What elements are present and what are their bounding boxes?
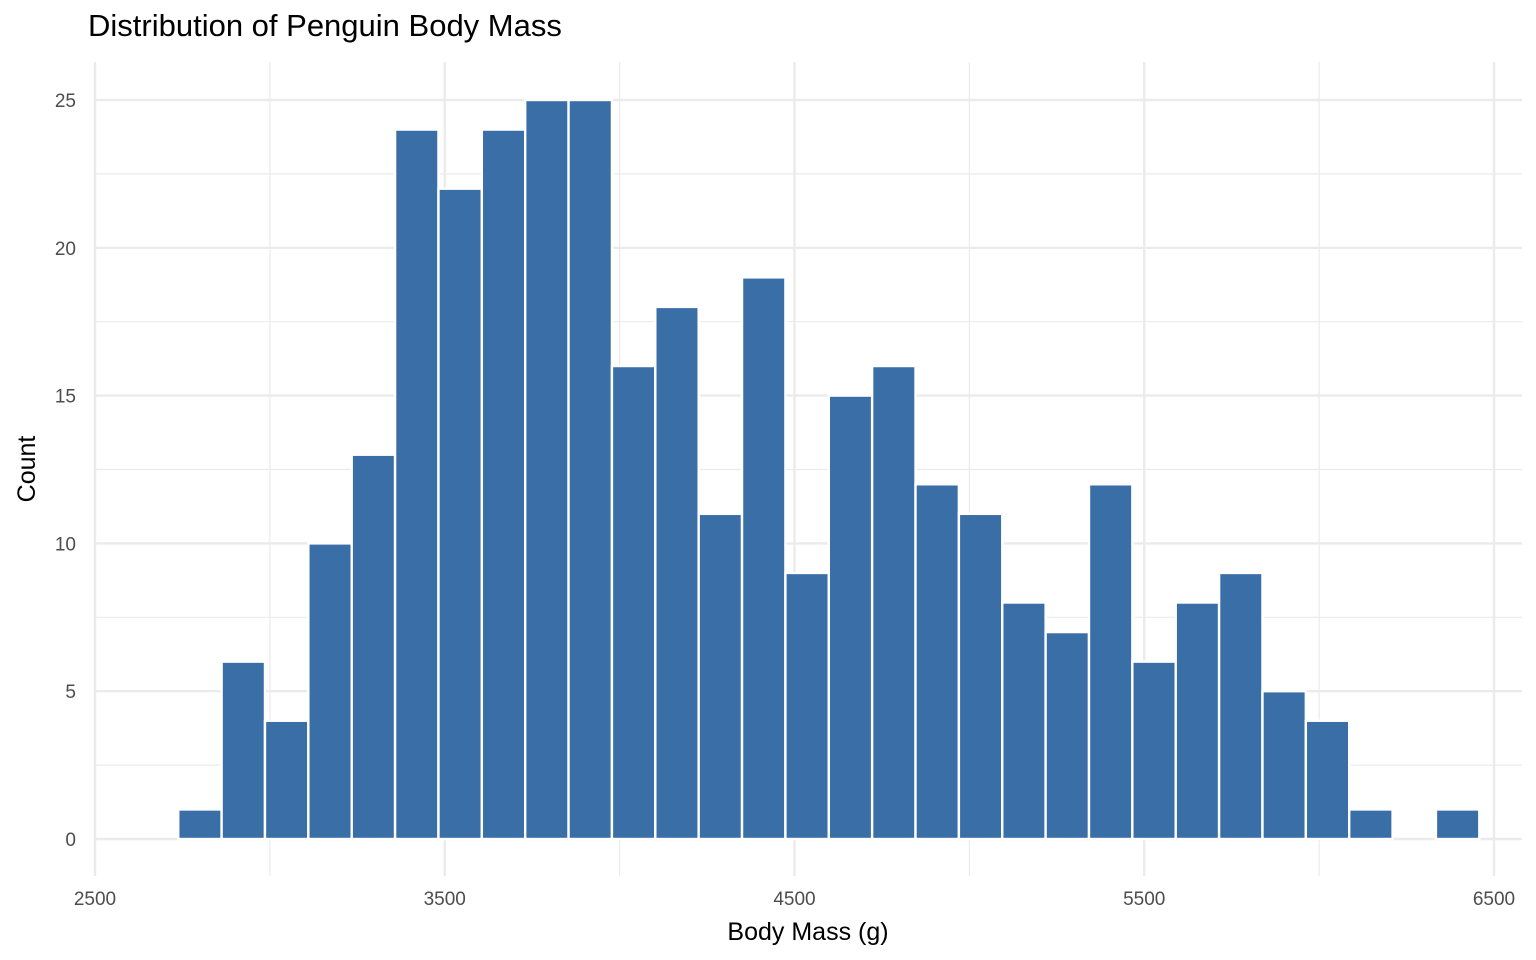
x-tick-label: 5500 [1123, 889, 1165, 910]
x-tick-label: 6500 [1473, 889, 1515, 910]
histogram-bar [350, 453, 397, 841]
histogram-bar [914, 483, 961, 841]
y-tick-label: 10 [55, 534, 76, 555]
histogram-bar [610, 364, 657, 841]
y-tick-label: 25 [55, 91, 76, 112]
histogram-bar [437, 187, 484, 841]
histogram-bar [870, 364, 917, 841]
histogram-bar [567, 98, 614, 841]
histogram-bar [1044, 630, 1091, 841]
histogram-bar [523, 98, 570, 841]
chart-title: Distribution of Penguin Body Mass [88, 8, 562, 43]
x-tick-label: 4500 [773, 889, 815, 910]
histogram-bar [1174, 601, 1221, 841]
histogram-bar [827, 394, 874, 841]
histogram-bar [1131, 660, 1177, 841]
histogram-bar [697, 512, 744, 841]
histogram-bar [177, 808, 223, 841]
histogram-bar [1348, 808, 1394, 841]
x-tick-label: 3500 [424, 889, 466, 910]
x-axis-title: Body Mass (g) [727, 918, 888, 946]
histogram-bar [220, 660, 267, 841]
histogram-bar [740, 276, 787, 841]
histogram-bar [784, 571, 830, 841]
histogram-bar [1434, 808, 1481, 841]
histogram-bar [1217, 571, 1264, 841]
y-tick-label: 15 [55, 387, 76, 408]
histogram-bar [654, 305, 700, 841]
y-tick-label: 0 [65, 830, 76, 851]
histogram-bar [307, 542, 353, 841]
histogram-bar [957, 512, 1004, 841]
histogram-bar [1304, 719, 1351, 841]
histogram-bar [263, 719, 310, 841]
histogram-bar [393, 128, 440, 841]
x-tick-label: 2500 [74, 889, 116, 910]
tick-labels-layer: 2500 3500 4500 5500 6500 0 5 10 15 20 25 [55, 91, 1515, 910]
y-axis-title: Count [13, 436, 41, 503]
histogram-bar [480, 128, 527, 841]
histogram-bar [1001, 601, 1047, 841]
y-tick-label: 20 [55, 239, 76, 260]
histogram-bar [1087, 483, 1134, 841]
y-tick-label: 5 [65, 682, 76, 703]
bars-layer [177, 98, 1481, 841]
histogram-bar [1261, 690, 1308, 841]
